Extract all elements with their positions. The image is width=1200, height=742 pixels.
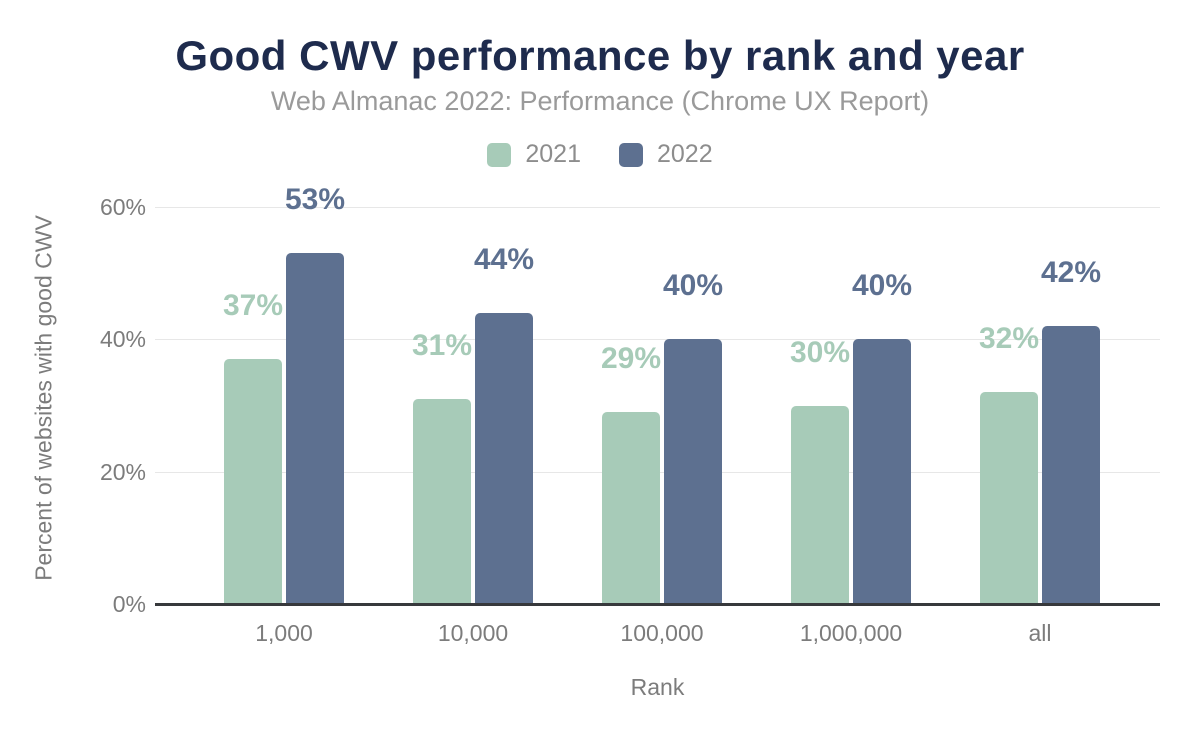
x-tick-label-10,000: 10,000 — [437, 620, 509, 646]
chart-subtitle: Web Almanac 2022: Performance (Chrome UX… — [270, 86, 930, 116]
bar-2021-10,000 — [413, 398, 471, 604]
bar-value-label-2021-all: 32% — [978, 322, 1040, 356]
legend-swatch-2022 — [619, 142, 643, 167]
legend-item-2021: 2021 — [487, 140, 581, 169]
bar-value-label-2022-10,000: 44% — [473, 242, 535, 276]
bar-2022-all — [1042, 326, 1100, 604]
bar-value-label-2021-100,000: 29% — [600, 342, 662, 376]
bar-2021-1,000 — [224, 359, 282, 604]
bar-value-label-2022-all: 42% — [1040, 256, 1102, 290]
legend-item-2022: 2022 — [619, 140, 713, 169]
x-axis-title: Rank — [630, 674, 685, 700]
bar-2022-10,000 — [475, 312, 533, 604]
y-tick-label-20%: 20% — [99, 458, 146, 485]
bar-2021-1,000,000 — [791, 405, 849, 604]
bar-2022-1,000 — [286, 253, 344, 604]
legend-label: 2022 — [657, 140, 713, 168]
x-tick-label-all: all — [1028, 620, 1052, 646]
chart-title: Good CWV performance by rank and year — [175, 32, 1025, 79]
x-axis-line — [155, 603, 1160, 606]
bar-value-label-2022-1,000,000: 40% — [851, 269, 913, 303]
bar-value-label-2021-10,000: 31% — [411, 328, 473, 362]
bar-value-label-2021-1,000: 37% — [222, 289, 284, 323]
legend: 2021 2022 — [0, 140, 1200, 169]
gridline-60% — [155, 207, 1160, 208]
bar-value-label-2022-1,000: 53% — [284, 183, 346, 217]
plot-area: 37% 53% 31% 44% 29% 40% 30% 40% 32% 42% — [155, 183, 1160, 604]
x-tick-label-1,000: 1,000 — [255, 620, 313, 646]
y-tick-label-40%: 40% — [99, 326, 146, 353]
x-tick-label-1,000,000: 1,000,000 — [799, 620, 903, 646]
y-tick-label-0%: 0% — [112, 591, 146, 617]
y-tick-label-60%: 60% — [99, 194, 146, 220]
y-axis-title: Percent of websites with good CWV — [30, 215, 57, 581]
legend-swatch-2021 — [487, 142, 512, 167]
legend-label: 2021 — [525, 140, 581, 168]
bar-2022-1,000,000 — [853, 339, 911, 604]
gridline-40% — [155, 339, 1160, 341]
bar-value-label-2021-1,000,000: 30% — [789, 335, 851, 369]
bar-2021-all — [980, 392, 1038, 604]
bar-2021-100,000 — [602, 412, 660, 604]
x-tick-label-100,000: 100,000 — [620, 620, 704, 646]
bar-2022-100,000 — [664, 339, 722, 604]
bar-value-label-2022-100,000: 40% — [662, 269, 724, 303]
